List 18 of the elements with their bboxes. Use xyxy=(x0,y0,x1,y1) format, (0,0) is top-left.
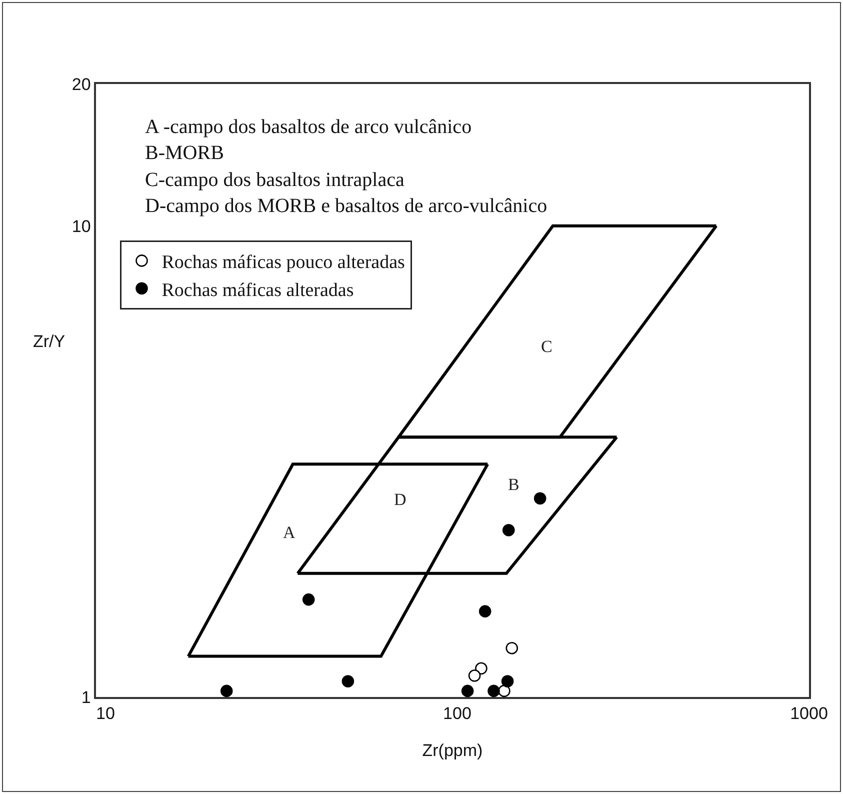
legend-label: Rochas máficas alteradas xyxy=(162,280,354,301)
x-tick-label: 10 xyxy=(96,704,115,724)
annotation: C-campo dos basaltos intraplaca xyxy=(145,169,404,191)
x-tick-label: 100 xyxy=(443,704,472,724)
x-tick-label: 1000 xyxy=(790,704,828,724)
annotation: D-campo dos MORB e basaltos de arco-vulcânico xyxy=(145,195,548,217)
x-axis-title: Zr(ppm) xyxy=(422,741,483,760)
y-tick-label: 10 xyxy=(72,216,91,236)
annotation: B-MORB xyxy=(145,142,224,164)
y-axis-title: Zr/Y xyxy=(33,332,66,351)
y-tick-label: 20 xyxy=(72,74,91,94)
annotation: B xyxy=(508,475,520,494)
annotation: A xyxy=(283,523,296,542)
annotation: A -campo dos basaltos de arco vulcânico xyxy=(145,116,472,138)
y-tick-label: 1 xyxy=(81,688,91,707)
annotation: D xyxy=(394,490,406,509)
annotation: C xyxy=(541,337,552,356)
legend-label: Rochas máficas pouco alteradas xyxy=(162,252,405,274)
